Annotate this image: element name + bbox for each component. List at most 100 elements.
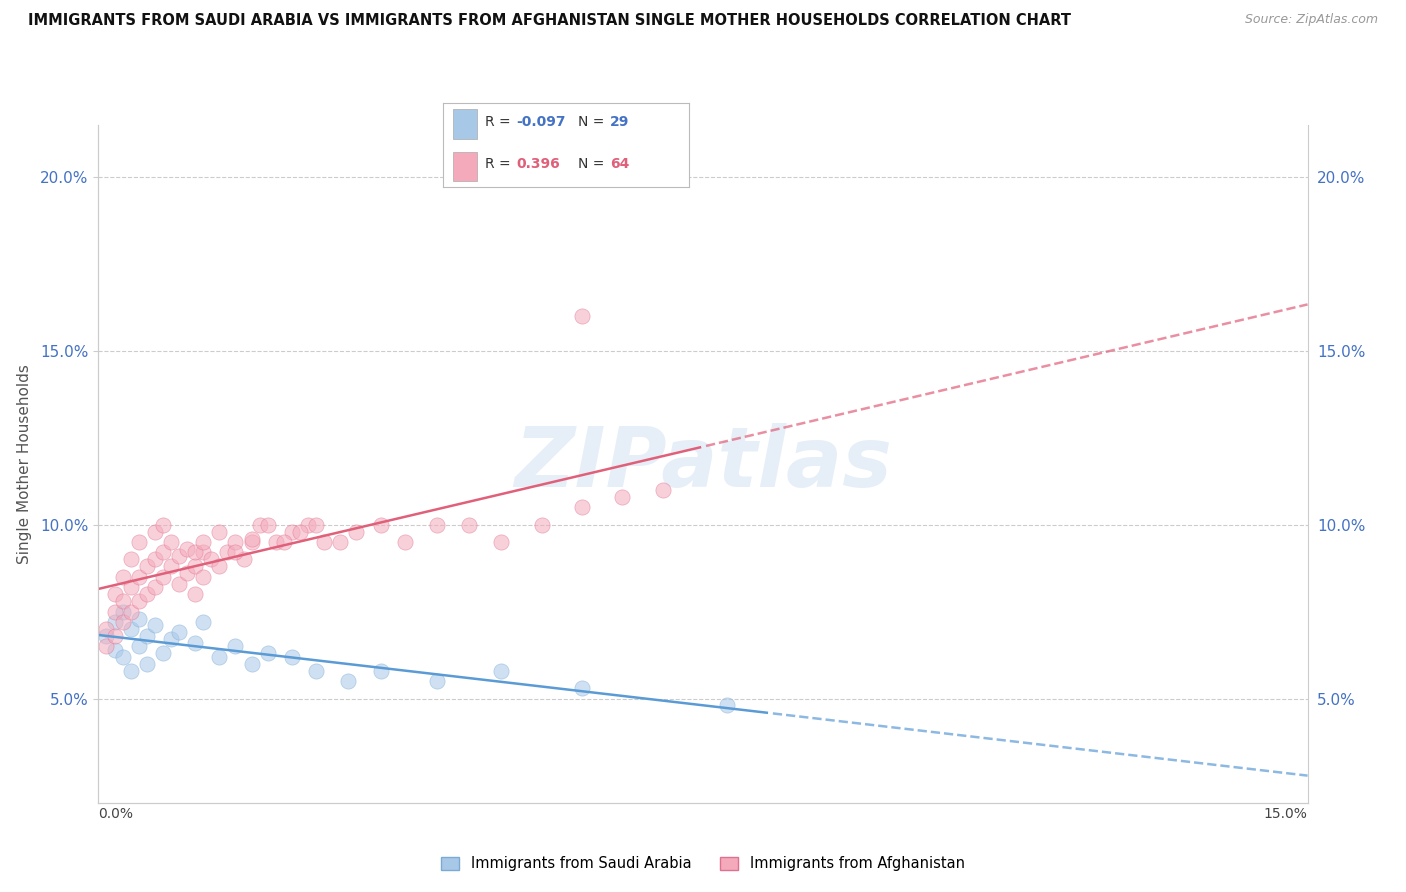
- Text: Source: ZipAtlas.com: Source: ZipAtlas.com: [1244, 13, 1378, 27]
- Point: [176, 566, 198, 581]
- Point: [314, 535, 336, 549]
- Point: [530, 517, 553, 532]
- Point: [128, 570, 150, 584]
- Point: [111, 594, 134, 608]
- Point: [152, 570, 174, 584]
- Point: [184, 559, 207, 574]
- Y-axis label: Single Mother Households: Single Mother Households: [17, 364, 32, 564]
- Point: [716, 698, 738, 713]
- Point: [305, 664, 328, 678]
- Point: [571, 309, 593, 323]
- Point: [224, 545, 246, 559]
- Point: [344, 524, 367, 539]
- Point: [167, 549, 190, 563]
- Point: [651, 483, 673, 497]
- Point: [128, 594, 150, 608]
- Point: [120, 622, 142, 636]
- Text: 29: 29: [610, 115, 630, 129]
- Point: [167, 625, 190, 640]
- Point: [103, 587, 125, 601]
- Point: [273, 535, 295, 549]
- Point: [305, 517, 328, 532]
- Point: [193, 545, 215, 559]
- Point: [120, 664, 142, 678]
- Point: [103, 605, 125, 619]
- Text: 0.396: 0.396: [517, 158, 561, 171]
- Point: [337, 674, 360, 689]
- Bar: [453, 152, 478, 181]
- Point: [256, 517, 278, 532]
- Point: [491, 535, 513, 549]
- Point: [103, 615, 125, 629]
- Text: 15.0%: 15.0%: [1264, 807, 1308, 822]
- Point: [143, 552, 166, 566]
- Point: [281, 649, 304, 664]
- Point: [256, 646, 278, 660]
- Point: [264, 535, 287, 549]
- Point: [128, 640, 150, 654]
- Point: [96, 622, 118, 636]
- Point: [152, 646, 174, 660]
- Point: [128, 611, 150, 625]
- Point: [426, 517, 449, 532]
- Point: [224, 535, 246, 549]
- Point: [96, 640, 118, 654]
- Point: [120, 605, 142, 619]
- Point: [193, 615, 215, 629]
- Point: [281, 524, 304, 539]
- Point: [240, 532, 263, 546]
- Point: [143, 524, 166, 539]
- Point: [143, 580, 166, 594]
- Point: [120, 552, 142, 566]
- Point: [370, 517, 392, 532]
- Point: [370, 664, 392, 678]
- Point: [224, 640, 246, 654]
- Point: [458, 517, 481, 532]
- Point: [232, 552, 254, 566]
- Text: IMMIGRANTS FROM SAUDI ARABIA VS IMMIGRANTS FROM AFGHANISTAN SINGLE MOTHER HOUSEH: IMMIGRANTS FROM SAUDI ARABIA VS IMMIGRAN…: [28, 13, 1071, 29]
- Point: [167, 576, 190, 591]
- Point: [111, 649, 134, 664]
- Point: [135, 629, 157, 643]
- Point: [143, 618, 166, 632]
- Point: [135, 559, 157, 574]
- Legend: Immigrants from Saudi Arabia, Immigrants from Afghanistan: Immigrants from Saudi Arabia, Immigrants…: [436, 850, 970, 877]
- Point: [160, 632, 183, 647]
- Point: [288, 524, 311, 539]
- Point: [111, 615, 134, 629]
- Point: [135, 587, 157, 601]
- Bar: [453, 110, 478, 139]
- Point: [103, 629, 125, 643]
- Point: [184, 545, 207, 559]
- Point: [240, 657, 263, 671]
- Point: [96, 629, 118, 643]
- Text: ZIPatlas: ZIPatlas: [515, 424, 891, 504]
- Point: [111, 570, 134, 584]
- Point: [135, 657, 157, 671]
- Point: [120, 580, 142, 594]
- Text: 0.0%: 0.0%: [98, 807, 134, 822]
- Point: [571, 500, 593, 515]
- Point: [297, 517, 319, 532]
- Point: [111, 605, 134, 619]
- Point: [200, 552, 222, 566]
- Point: [426, 674, 449, 689]
- Text: N =: N =: [578, 158, 609, 171]
- Point: [394, 535, 416, 549]
- Point: [217, 545, 239, 559]
- Point: [249, 517, 271, 532]
- Text: 64: 64: [610, 158, 630, 171]
- Point: [208, 559, 231, 574]
- Text: -0.097: -0.097: [517, 115, 567, 129]
- Point: [103, 643, 125, 657]
- Text: R =: R =: [485, 158, 515, 171]
- Text: R =: R =: [485, 115, 515, 129]
- Point: [208, 524, 231, 539]
- Point: [152, 545, 174, 559]
- Point: [491, 664, 513, 678]
- Point: [612, 490, 634, 504]
- Point: [329, 535, 352, 549]
- Text: N =: N =: [578, 115, 609, 129]
- Point: [160, 535, 183, 549]
- Point: [184, 636, 207, 650]
